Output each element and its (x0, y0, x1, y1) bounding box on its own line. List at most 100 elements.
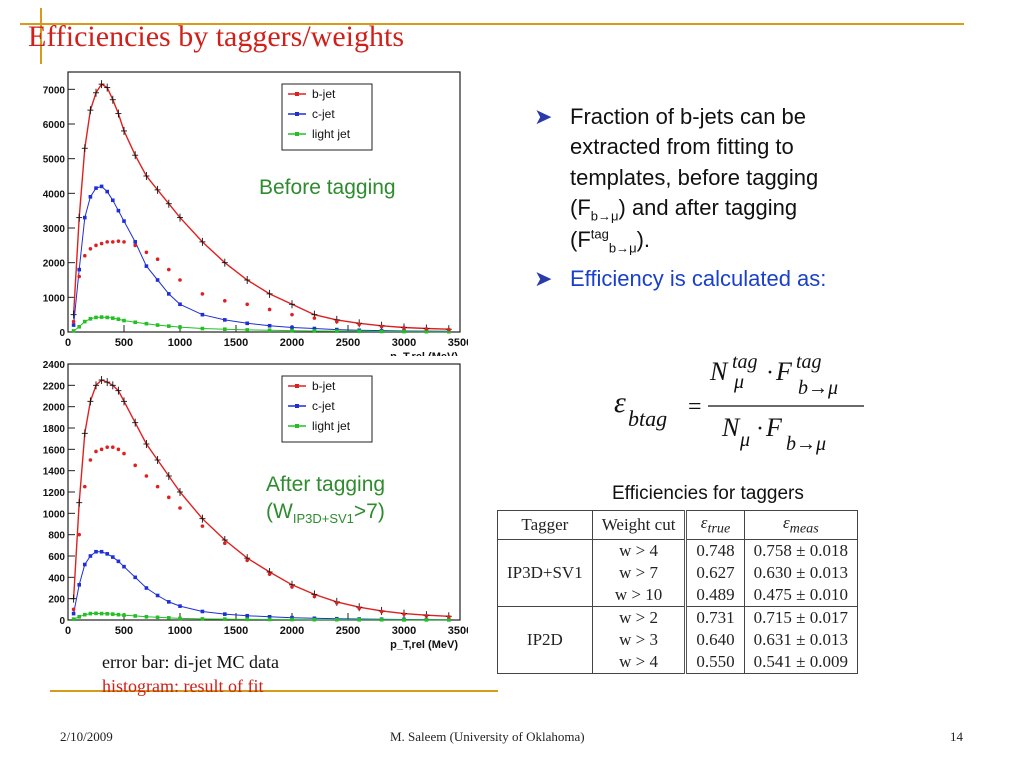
point-c-jet (290, 325, 294, 330)
point-light-jet (99, 611, 104, 616)
y-tick-label: 1000 (43, 509, 66, 520)
left-rule (40, 8, 42, 64)
legend-marker (295, 384, 299, 388)
point-light-jet (357, 617, 361, 622)
point-fit (133, 243, 137, 248)
point-c-jet (105, 189, 109, 194)
y-tick-label: 5000 (43, 155, 66, 166)
point-fit (144, 474, 149, 478)
x-tick-label: 500 (115, 337, 133, 349)
point-light-jet (111, 316, 115, 320)
point-light-jet (447, 329, 451, 334)
point-c-jet (290, 615, 294, 620)
table-row: w > 4 0.550 0.541 ± 0.009 (498, 651, 858, 674)
y-tick-label: 6000 (43, 120, 66, 131)
x-tick-label: 500 (115, 625, 133, 637)
legend: b-jet c-jet light jet (281, 83, 373, 151)
tagger-ip2d: IP2D (497, 606, 593, 674)
point-fit (71, 607, 76, 612)
point-fit (77, 532, 81, 537)
point-light-jet (335, 329, 339, 333)
point-c-jet (167, 600, 171, 604)
legend-marker (295, 92, 299, 96)
point-light-jet (424, 618, 429, 622)
point-fit (267, 572, 272, 576)
table-row: w > 7 0.627 0.630 ± 0.013 (619, 562, 849, 584)
point-fit (402, 612, 406, 616)
point-light-jet (357, 329, 361, 334)
plot1-annotation: Before tagging (259, 176, 396, 199)
point-fit (155, 257, 160, 261)
legend-label: light jet (312, 419, 351, 433)
point-light-jet (267, 617, 272, 622)
before-tagging-label: Before tagging (259, 174, 396, 201)
point-light-jet (267, 328, 272, 333)
point-light-jet (178, 616, 182, 621)
plot-frame (67, 71, 461, 333)
svg-text:F: F (765, 413, 783, 442)
y-tick-label: 2400 (43, 360, 66, 371)
svg-text:=: = (688, 394, 702, 420)
x-tick-label: 2000 (280, 337, 304, 349)
x-axis-label: p_T,rel (MeV) (390, 639, 458, 651)
svg-text:μ: μ (739, 429, 750, 451)
table-row: IP2D w > 2 0.731 0.715 ± 0.017 (497, 606, 858, 674)
footer-author: M. Saleem (University of Oklahoma) (390, 729, 585, 744)
point-c-jet (122, 219, 126, 223)
plot-frame (67, 363, 461, 621)
point-fit (111, 240, 115, 244)
x-tick-label: 2500 (336, 625, 360, 637)
legend-marker (295, 112, 299, 116)
point-fit (83, 484, 87, 489)
point-c-jet (133, 575, 137, 580)
point-c-jet (267, 615, 272, 619)
point-fit (167, 267, 171, 272)
point-light-jet (245, 617, 249, 622)
svg-text:N: N (709, 357, 729, 386)
table-row: IP3D+SV1 w > 4 0.748 0.758 ± 0.018 (497, 539, 858, 607)
point-fit (105, 445, 109, 449)
y-tick-label: 2000 (43, 403, 66, 414)
svg-text:·: · (766, 360, 774, 386)
point-fit (424, 327, 429, 331)
point-fit (200, 524, 205, 528)
point-fit (245, 558, 249, 563)
legend-label: c-jet (312, 107, 335, 121)
point-light-jet (155, 615, 160, 620)
point-c-jet (116, 559, 121, 564)
x-tick-label: 1000 (168, 625, 192, 637)
point-fit (312, 316, 317, 320)
point-c-jet (245, 613, 249, 618)
legend-label: b-jet (312, 379, 336, 393)
y-tick-label: 0 (59, 616, 65, 627)
point-c-jet (178, 604, 182, 608)
point-light-jet (105, 612, 109, 616)
bullet-1: ➤ Fraction of b-jets can be extracted fr… (534, 104, 819, 256)
point-c-jet (111, 198, 115, 203)
point-fit (335, 601, 339, 605)
point-fit (178, 506, 182, 510)
point-light-jet (71, 329, 76, 333)
point-fit (223, 541, 227, 545)
point-light-jet (200, 326, 205, 331)
point-light-jet (111, 612, 115, 616)
y-tick-label: 1200 (43, 488, 66, 499)
point-c-jet (144, 264, 149, 268)
point-light-jet (167, 616, 171, 620)
header-tagger: Tagger (497, 510, 593, 540)
point-light-jet (223, 327, 227, 332)
x-tick-label: 2500 (336, 337, 360, 349)
table-title: Efficiencies for taggers (612, 483, 804, 504)
point-light-jet (122, 613, 126, 617)
point-fit (122, 240, 126, 244)
legend: b-jet c-jet light jet (281, 375, 373, 443)
x-tick-label: 3000 (392, 625, 416, 637)
point-fit (245, 302, 249, 307)
y-tick-label: 3000 (43, 224, 66, 235)
x-tick-label: 0 (65, 625, 71, 637)
y-tick-label: 600 (48, 552, 65, 563)
point-c-jet (83, 562, 87, 567)
bullet-list: ➤ Fraction of b-jets can be extracted fr… (534, 102, 924, 300)
